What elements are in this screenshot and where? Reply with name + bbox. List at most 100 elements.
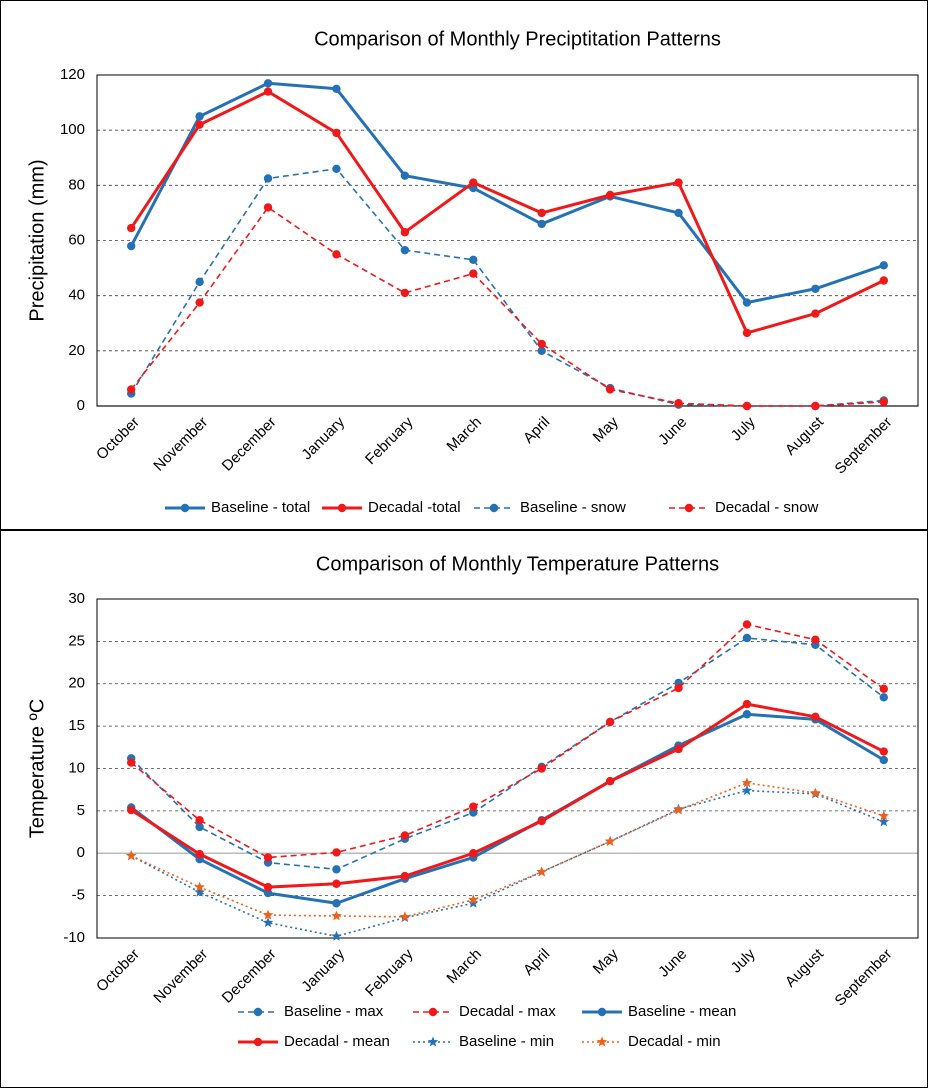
marker [742, 633, 752, 643]
x-tick-label: September [832, 946, 896, 1010]
legend-label: Decadal - mean [284, 1033, 390, 1050]
marker [127, 385, 136, 394]
marker [879, 747, 888, 756]
x-tick-label: January [298, 413, 348, 463]
y-tick-label: 20 [68, 675, 85, 692]
marker [263, 882, 273, 892]
marker [469, 808, 478, 817]
x-tick-label: July [728, 945, 759, 976]
marker [332, 879, 341, 888]
x-tick-label: May [590, 945, 622, 977]
marker [811, 284, 820, 293]
marker [536, 866, 547, 877]
x-tick-label: December [219, 946, 280, 1007]
legend-label: Decadal - snow [715, 499, 819, 516]
chart-title: Comparison of Monthly Preciptitation Pat… [314, 28, 721, 50]
series-line [130, 789, 885, 938]
marker [400, 228, 410, 237]
marker [468, 897, 479, 908]
marker [127, 223, 136, 233]
marker [537, 816, 546, 826]
marker [811, 401, 820, 411]
y-tick-label: 40 [68, 287, 85, 304]
marker [879, 261, 888, 270]
marker [125, 850, 137, 861]
marker [195, 120, 204, 129]
marker [742, 298, 752, 307]
marker [332, 164, 341, 173]
marker [332, 899, 341, 908]
marker [537, 219, 546, 229]
marker [742, 710, 752, 719]
x-tick-label: March [443, 946, 484, 987]
legend-label: Baseline - max [284, 1003, 384, 1020]
marker [400, 831, 410, 840]
marker [879, 693, 888, 702]
marker [674, 178, 683, 187]
marker [674, 683, 683, 693]
marker [263, 87, 273, 96]
y-tick-label: 15 [68, 717, 85, 734]
series-line [130, 623, 885, 859]
x-tick-label: December [219, 414, 280, 475]
marker [337, 503, 347, 513]
marker [331, 910, 342, 921]
marker [469, 849, 478, 858]
marker [742, 699, 752, 709]
marker [810, 787, 821, 798]
marker [469, 178, 478, 187]
marker [332, 250, 341, 259]
marker [605, 777, 615, 786]
marker [400, 245, 410, 255]
marker [489, 503, 499, 513]
marker [332, 84, 341, 93]
marker [263, 853, 273, 862]
marker [741, 785, 753, 795]
marker [878, 810, 890, 821]
marker [195, 112, 204, 121]
marker [469, 802, 478, 811]
marker [195, 849, 204, 859]
legend-label: Baseline - mean [628, 1003, 736, 1020]
y-tick-label: 80 [68, 176, 85, 193]
legend-label: Decadal - max [459, 1003, 556, 1020]
marker [878, 816, 890, 827]
x-tick-label: October [93, 946, 143, 996]
y-tick-label: 30 [68, 590, 85, 607]
marker [262, 917, 274, 928]
marker [879, 684, 888, 694]
plot-border [96, 74, 919, 407]
marker [537, 764, 546, 773]
series-line [130, 782, 885, 918]
marker [180, 503, 190, 513]
marker [674, 399, 683, 408]
x-tick-label: September [832, 414, 896, 478]
marker [195, 277, 204, 287]
y-tick-label: 20 [68, 342, 85, 359]
y-tick-label: 60 [68, 231, 85, 248]
marker [262, 909, 274, 920]
marker [879, 397, 888, 407]
marker [399, 911, 411, 922]
marker [684, 503, 694, 513]
marker [596, 1036, 608, 1047]
marker [195, 815, 204, 825]
x-tick-label: October [93, 414, 143, 464]
y-tick-label: 0 [77, 397, 85, 414]
marker [195, 298, 204, 307]
marker [427, 1036, 439, 1047]
marker [742, 401, 752, 411]
chart-title: Comparison of Monthly Temperature Patter… [316, 553, 719, 575]
x-tick-label: February [362, 413, 417, 468]
marker [537, 346, 546, 356]
marker [194, 881, 205, 892]
x-tick-label: November [150, 946, 211, 1007]
marker [127, 758, 136, 767]
marker [253, 1007, 263, 1017]
y-tick-label: -5 [72, 887, 85, 904]
marker [879, 755, 888, 765]
marker [400, 171, 410, 180]
legend-label: Baseline - snow [520, 499, 626, 516]
marker [811, 635, 820, 644]
legend-label: Decadal -total [368, 499, 461, 516]
